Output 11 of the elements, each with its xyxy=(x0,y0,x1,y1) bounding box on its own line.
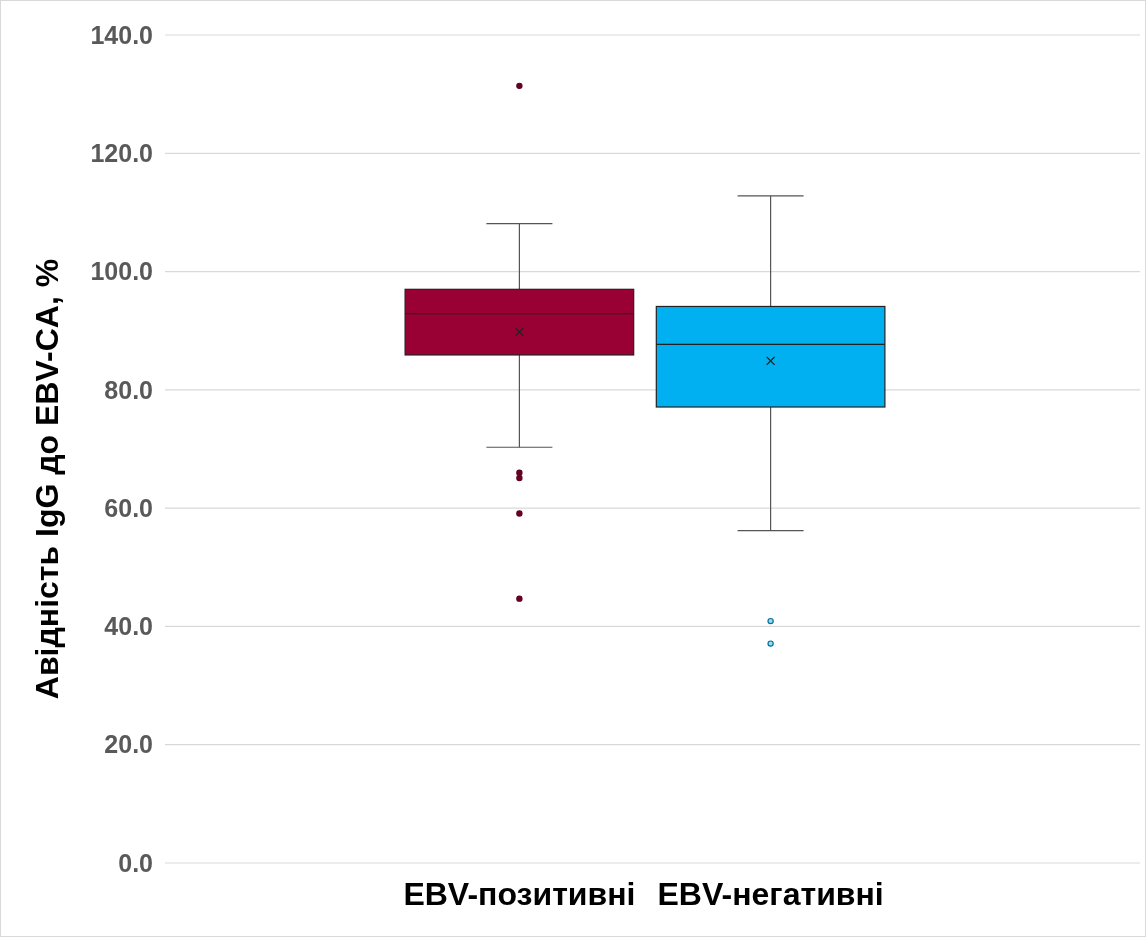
y-tick-label: 0.0 xyxy=(118,848,153,877)
y-tick-label: 60.0 xyxy=(104,493,153,522)
x-tick-label: EBV-негативні xyxy=(657,876,884,912)
y-tick-label: 120.0 xyxy=(90,139,153,168)
y-tick-label: 20.0 xyxy=(104,730,153,759)
x-tick-label: EBV-позитивні xyxy=(403,876,636,912)
y-tick-label: 40.0 xyxy=(104,612,153,641)
y-tick-label: 140.0 xyxy=(90,20,153,49)
y-tick-label: 80.0 xyxy=(104,375,153,404)
y-tick-label: 100.0 xyxy=(90,257,153,286)
y-axis-title: Авідність IgG до EBV-CA, % xyxy=(29,258,65,700)
